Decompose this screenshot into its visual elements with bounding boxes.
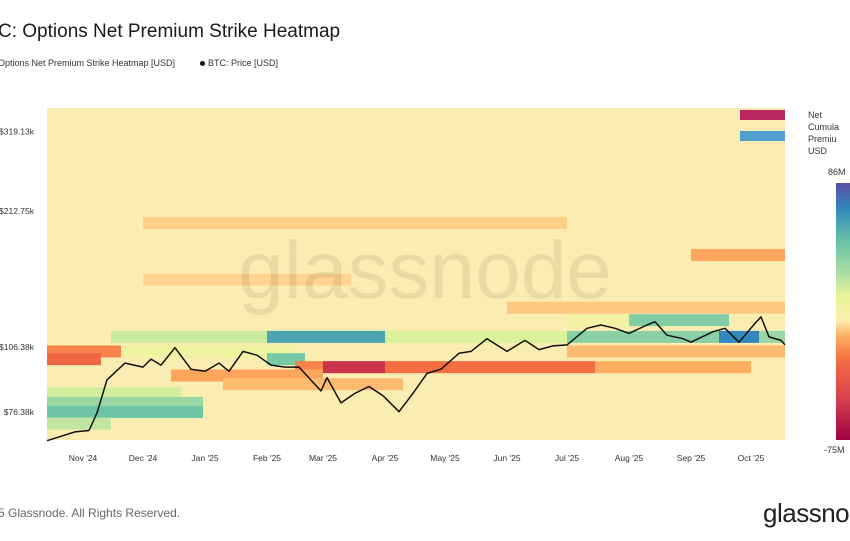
heatmap-cell	[567, 330, 719, 343]
legend-label-heatmap: Options Net Premium Strike Heatmap [USD]	[0, 58, 176, 68]
heatmap-cell	[595, 361, 751, 374]
legend-negative-marker	[740, 131, 785, 141]
x-tick-label: Jan '25	[191, 453, 218, 463]
x-tick-label: Dec '24	[129, 453, 158, 463]
heatmap-row-divider	[47, 257, 785, 258]
colorbar-min-label: -75M	[824, 445, 845, 455]
x-tick-label: Aug '25	[615, 453, 644, 463]
copyright: 5 Glassnode. All Rights Reserved.	[0, 506, 181, 520]
heatmap-row-divider	[47, 166, 785, 167]
colorbar-title-2: Cumula	[808, 122, 840, 132]
x-tick-label: Apr '25	[372, 453, 399, 463]
colorbar	[836, 183, 850, 440]
heatmap-row-divider	[47, 387, 785, 388]
x-tick-label: Jul '25	[555, 453, 580, 463]
heatmap-row-divider	[47, 426, 785, 427]
legend-label-price: BTC: Price [USD]	[208, 58, 279, 68]
heatmap-row-divider	[47, 205, 785, 206]
heatmap-cell	[143, 217, 567, 230]
colorbar-title-4: USD	[808, 146, 828, 156]
colorbar-title-1: Net	[808, 110, 823, 120]
heatmap-cell	[47, 406, 203, 419]
x-tick-label: Sep '25	[677, 453, 706, 463]
heatmap-cell	[567, 345, 785, 358]
heatmap-cell	[507, 301, 785, 314]
heatmap-cell	[47, 387, 181, 400]
heatmap-cell	[223, 378, 403, 391]
heatmap-row-divider	[47, 192, 785, 193]
heatmap-cell	[385, 330, 567, 343]
btc-price-line	[46, 316, 786, 442]
heatmap-cell	[47, 417, 111, 430]
heatmap-cell	[567, 314, 629, 327]
heatmap-cell	[111, 330, 267, 343]
x-tick-label: May '25	[430, 453, 460, 463]
heatmap-cell	[267, 330, 385, 343]
x-tick-label: Nov '24	[69, 453, 98, 463]
legend-item-heatmap[interactable]: Options Net Premium Strike Heatmap [USD]	[0, 58, 175, 68]
y-tick-label: $319.13k	[0, 126, 35, 136]
colorbar-title-3: Premiu	[808, 134, 837, 144]
x-tick-label: Feb '25	[253, 453, 281, 463]
x-tick-label: Jun '25	[493, 453, 520, 463]
heatmap-cell	[323, 361, 385, 374]
x-tick-label: Mar '25	[309, 453, 337, 463]
heatmap-cell	[47, 353, 101, 366]
heatmap-row-divider	[47, 114, 785, 115]
heatmap-row-divider	[47, 322, 785, 323]
glassnode-logo: glassnod	[763, 498, 850, 528]
y-tick-label: $76.38k	[4, 407, 35, 417]
y-tick-label: $106.38k	[0, 342, 35, 352]
heatmap-cell	[143, 273, 351, 286]
heatmap-row-divider	[47, 296, 785, 297]
heatmap-row-divider	[47, 413, 785, 414]
heatmap-row-divider	[47, 309, 785, 310]
heatmap-row-divider	[47, 439, 785, 440]
x-tick-label: Oct '25	[738, 453, 765, 463]
colorbar-max-label: 86M	[828, 167, 846, 177]
heatmap-row-divider	[47, 270, 785, 271]
y-tick-label: $212.75k	[0, 206, 35, 216]
heatmap-cell	[629, 314, 729, 327]
heatmap-cell	[385, 361, 595, 374]
legend-item-price[interactable]: BTC: Price [USD]	[200, 58, 278, 68]
heatmap-row-divider	[47, 140, 785, 141]
heatmap-row-divider	[47, 244, 785, 245]
heatmap-row-divider	[47, 283, 785, 284]
heatmap-row-divider	[47, 153, 785, 154]
heatmap-row-divider	[47, 231, 785, 232]
heatmap-row-divider	[47, 400, 785, 401]
price-dot-icon	[200, 61, 205, 67]
heatmap-row-divider	[47, 179, 785, 180]
heatmap-cell	[719, 330, 759, 343]
chart-title: C: Options Net Premium Strike Heatmap	[0, 21, 341, 42]
heatmap-cell	[691, 249, 785, 262]
heatmap-row-divider	[47, 374, 785, 375]
legend-positive-marker	[740, 110, 785, 120]
heatmap-row-divider	[47, 348, 785, 349]
watermark: glassnode	[238, 225, 612, 316]
heatmap-row-divider	[47, 127, 785, 128]
heatmap-cell	[47, 396, 203, 409]
